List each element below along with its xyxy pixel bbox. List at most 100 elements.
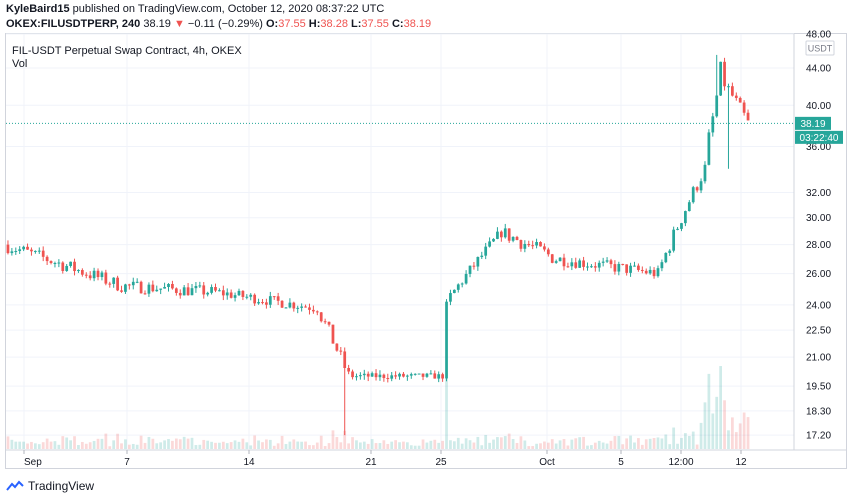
volume-bar [10,439,14,449]
candle-body [558,257,562,262]
volume-bar [652,438,656,449]
candle-body [468,265,472,274]
volume-bar [257,440,260,449]
candle-body [127,284,131,286]
price-tick-label: 22.50 [806,326,831,337]
grid [6,33,794,449]
last-price: 38.19 [143,18,171,30]
candle-body [409,374,413,376]
volume-bar [210,441,213,449]
volume-bar [484,434,488,449]
brand-label: TradingView [28,479,95,493]
candle-body [296,307,300,309]
volume-bar [586,445,589,449]
candle-body [586,266,589,268]
volume-bar [550,439,554,449]
legend-volume: Vol [12,58,28,70]
volume-bar [488,442,491,449]
volume-bar [633,442,636,449]
volume-bar [312,445,315,449]
candle-body [155,289,159,292]
candle-body [664,252,668,263]
candle-body [734,95,738,98]
volume-bar [18,441,22,449]
candle-body [625,264,629,273]
open-label: O: [265,18,279,30]
candle-body [159,288,163,290]
candle-body [421,373,425,377]
candle-body [69,261,72,266]
volume-bar [535,443,538,449]
volume-bar [456,437,460,449]
time-tick-label: 7 [124,457,130,468]
currency-box [805,40,835,56]
candle-body [174,288,178,293]
candle-body [672,229,676,251]
volume-bar [711,413,715,449]
volume-bar [503,436,507,449]
volume-bar [441,440,444,449]
volume-bar [731,417,734,449]
volume-bar [699,422,703,449]
volume-bar [304,441,307,449]
volume-bar [272,445,276,449]
candle-body [707,132,711,165]
candle-body [33,250,37,252]
low-label: L: [351,18,362,30]
volume-bar [159,442,163,449]
volume-bar [77,445,80,449]
publish-info: KyleBaird15 published on TradingView.com… [6,3,384,15]
candle-body [80,270,84,275]
candle-body [18,249,22,252]
price-tick-label: 48.00 [806,30,831,41]
candle-body [120,290,123,292]
volume-bar [546,442,550,449]
candle-body [746,112,750,121]
candle-body [543,246,546,250]
volume-bar [405,442,409,449]
volume-bar [96,438,100,449]
volume-bar [127,444,131,449]
volume-bar [625,438,629,449]
footer[interactable]: TradingView [6,479,94,493]
volume-bar [664,434,668,449]
candle-body [378,374,382,378]
volume-bar [601,442,605,449]
candle-body [703,164,707,182]
volume-bar [390,441,394,449]
candle-body [53,262,57,264]
candle-body [719,61,723,96]
volume-bar [249,445,253,449]
volume-bar [660,438,664,449]
candle-body [637,265,640,270]
candle-body [570,262,574,267]
volume-bar [593,442,597,449]
volume-bar [672,427,676,449]
candle-body [593,266,597,268]
volume-bar [582,436,585,449]
author-name[interactable]: KyleBaird15 [6,3,70,15]
candle-body [527,243,531,246]
volume-bar [605,443,609,449]
candle-body [452,289,456,294]
volume-bar [648,438,652,449]
volume-bar [84,443,88,449]
candle-body [319,312,323,322]
volume-bar [268,439,272,449]
volume-bar [570,439,574,449]
volume-bar [715,396,719,449]
candle-body [335,343,339,351]
candle-body [652,269,656,277]
countdown-label: 03:22:40 [800,133,839,144]
volume-bar [33,443,37,449]
volume-bar [37,444,41,449]
volume-bar [433,439,437,449]
candle-body [171,283,174,289]
volume-bar [727,430,730,449]
volume-bar [218,442,221,449]
volume-bar [746,417,750,449]
candle-body [546,249,550,255]
volume-bar [382,440,386,449]
volume-bar [265,439,268,449]
